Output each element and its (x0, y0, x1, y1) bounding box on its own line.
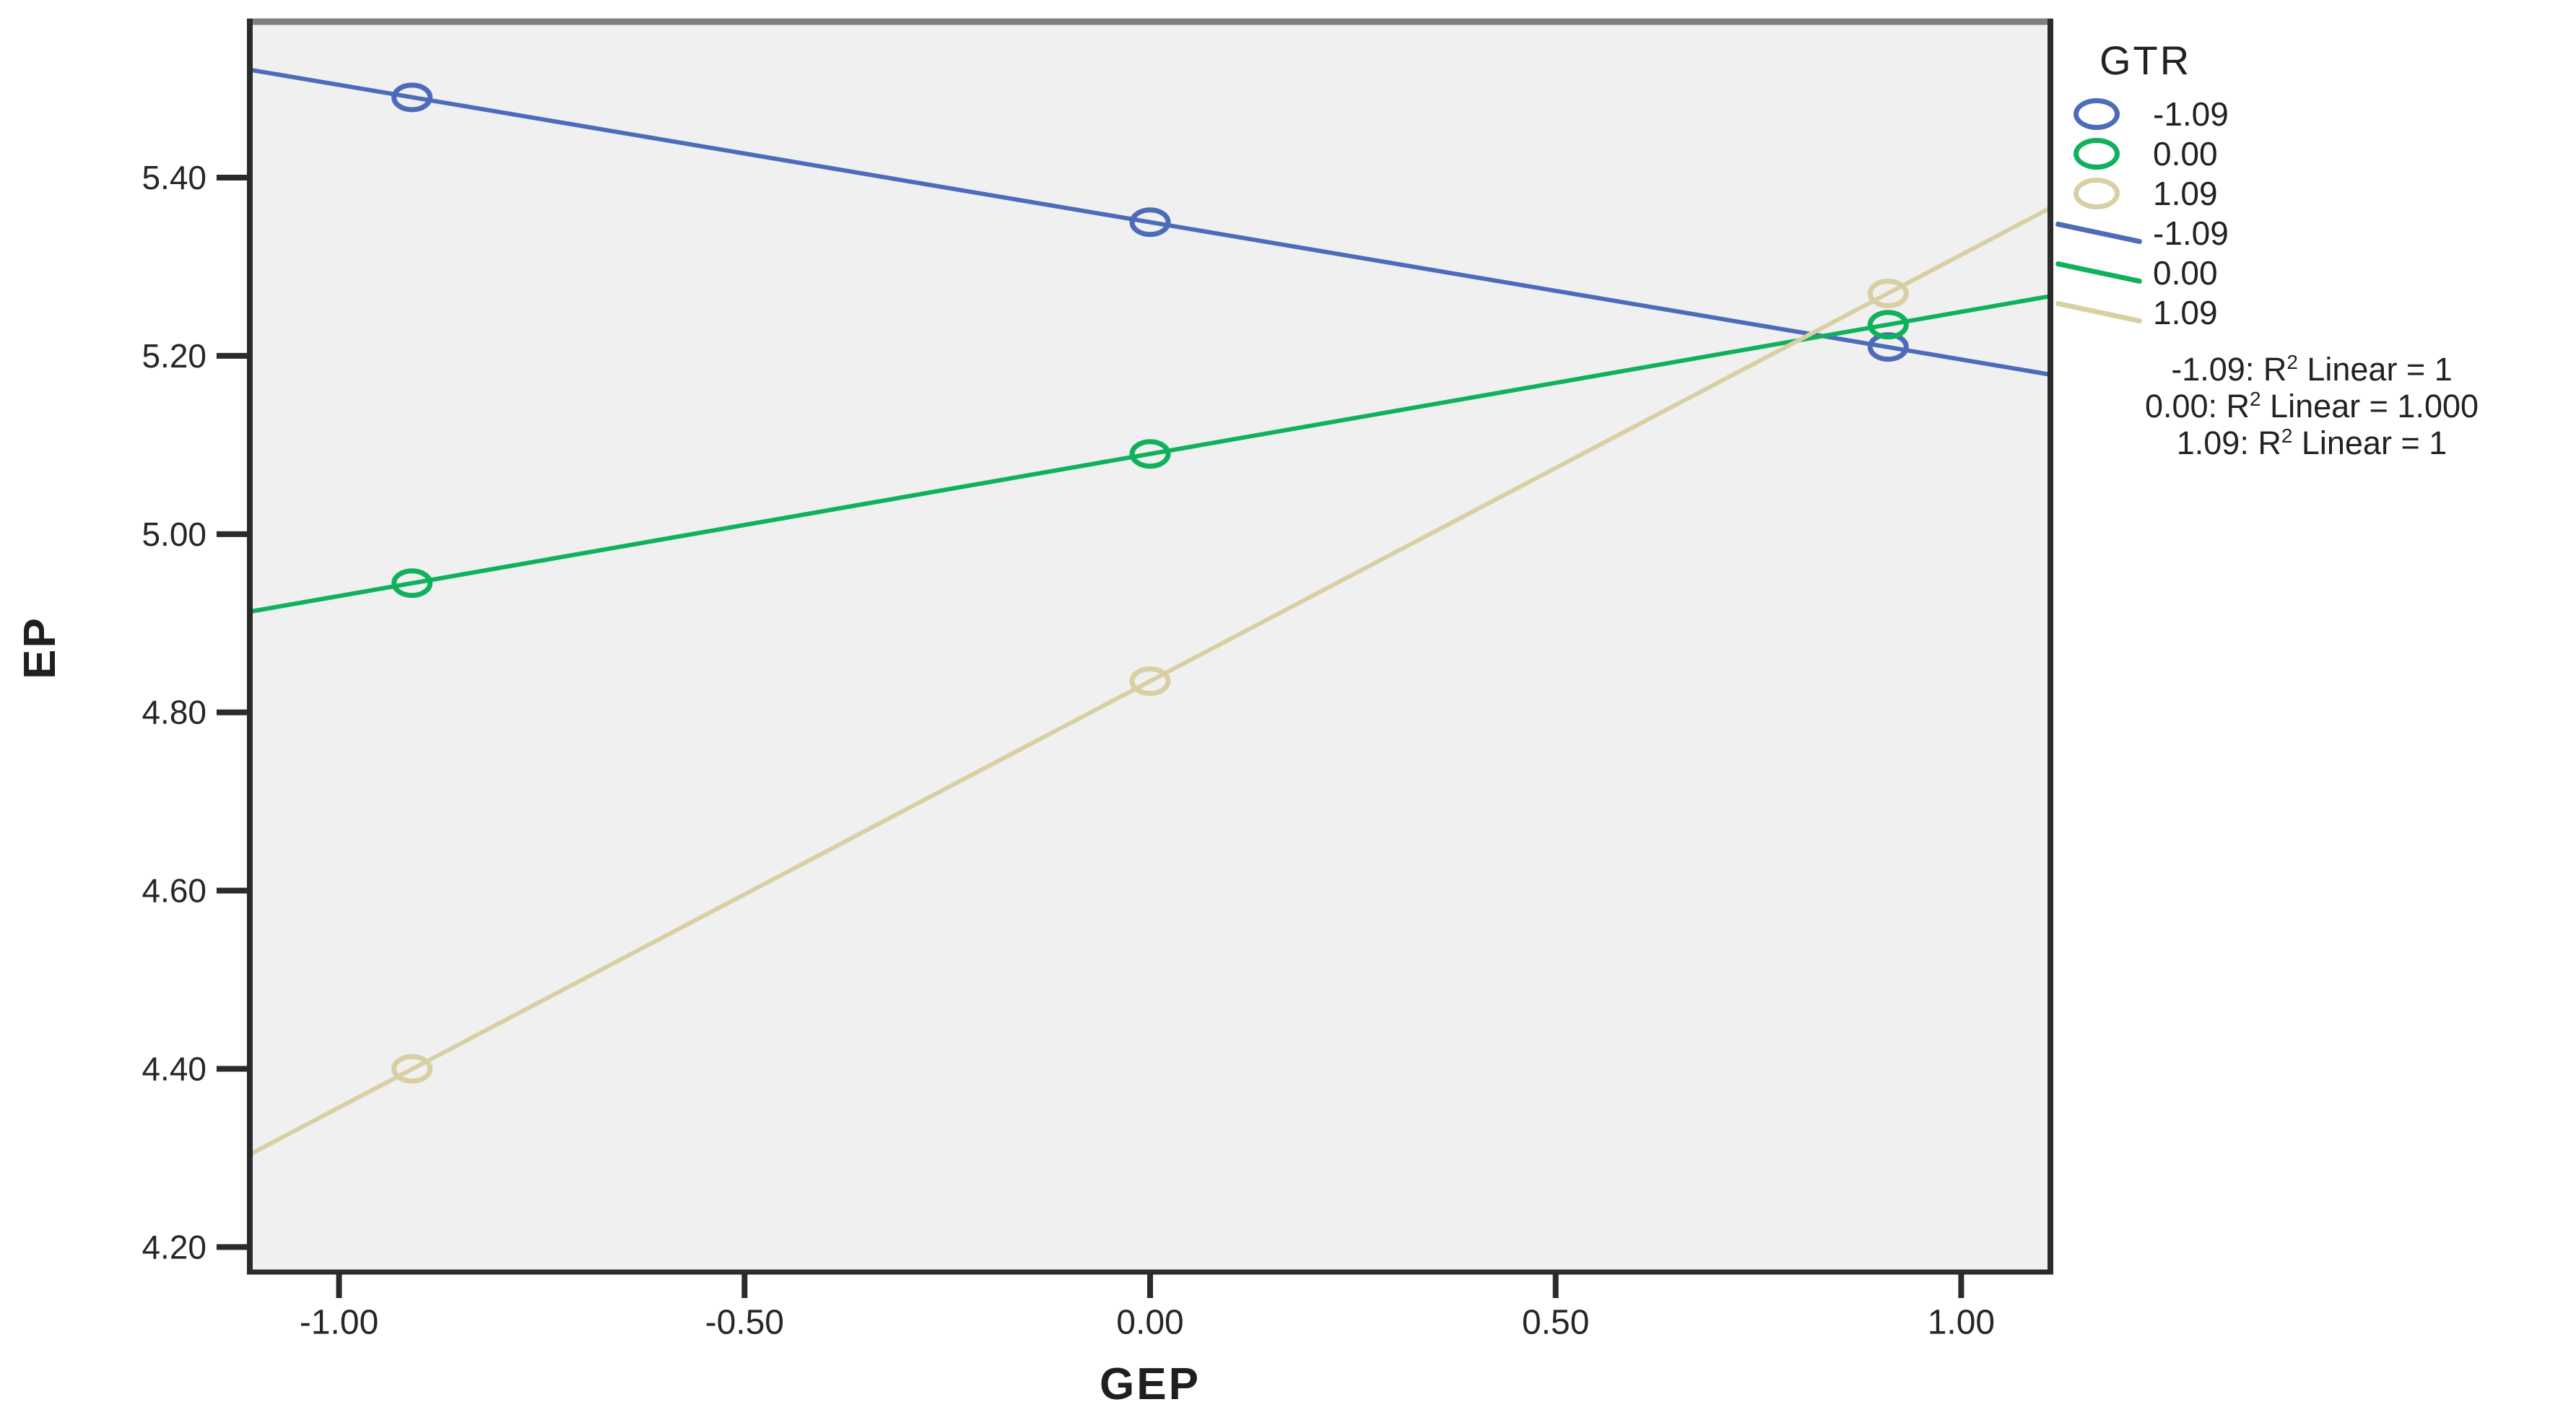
legend-title: GTR (2099, 38, 2192, 83)
data-point--1.09 (1129, 207, 1171, 238)
data-point-0.00 (391, 568, 433, 598)
legend-line-label: 0.00 (2153, 253, 2218, 292)
legend-marker-item: 1.09 (2055, 173, 2229, 213)
x-tick-label: -0.50 (705, 1304, 784, 1342)
circle-swatch-icon (2074, 177, 2120, 209)
y-tick-label: 5.40 (142, 159, 206, 196)
y-tick-label: 4.60 (142, 872, 206, 910)
line-swatch-icon (2055, 300, 2143, 324)
legend: GTR -1.09 0.00 1.09 -1.09 0.00 1.09 (2055, 27, 2229, 332)
data-point-1.09 (391, 1054, 433, 1084)
fit-line--1.09 (249, 67, 2051, 377)
legend-line-label: 1.09 (2153, 293, 2218, 331)
line-swatch-icon (2055, 261, 2143, 284)
x-tick-label: 0.00 (1116, 1304, 1183, 1342)
y-tick-label: 5.20 (142, 337, 206, 375)
r2-annotations: -1.09: R2 Linear = 1 0.00: R2 Linear = 1… (2049, 351, 2575, 461)
r2-annotation: 0.00: R2 Linear = 1.000 (2144, 388, 2479, 425)
line-swatch-icon (2055, 221, 2143, 245)
r2-annotation: -1.09: R2 Linear = 1 (2171, 351, 2453, 388)
legend-line-item: 0.00 (2055, 253, 2229, 292)
fit-line-0.00 (249, 294, 2051, 614)
y-axis-title: EP (14, 617, 65, 679)
legend-line-label: -1.09 (2153, 214, 2229, 252)
legend-marker-label: 1.09 (2153, 174, 2218, 212)
data-point-0.00 (1867, 310, 1909, 340)
circle-swatch-icon (2074, 137, 2120, 170)
data-point-0.00 (1129, 439, 1171, 469)
x-tick-label: -1.00 (300, 1304, 378, 1342)
legend-marker-label: -1.09 (2153, 95, 2229, 133)
legend-line-item: -1.09 (2055, 213, 2229, 253)
y-tick-label: 4.80 (142, 694, 206, 731)
x-tick-label: 1.00 (1928, 1304, 1995, 1342)
legend-marker-label: 0.00 (2153, 134, 2218, 173)
data-point-1.09 (1129, 666, 1171, 697)
y-tick-label: 4.40 (142, 1050, 206, 1088)
legend-marker-item: 0.00 (2055, 134, 2229, 173)
legend-line-item: 1.09 (2055, 292, 2229, 332)
x-tick-label: 0.50 (1522, 1304, 1589, 1342)
r2-annotation: 1.09: R2 Linear = 1 (2176, 425, 2447, 461)
plot-area (250, 22, 2050, 1272)
legend-marker-item: -1.09 (2055, 94, 2229, 134)
x-axis-title: GEP (1100, 1359, 1201, 1409)
fit-line-1.09 (248, 206, 2052, 1157)
y-tick-label: 5.00 (142, 515, 206, 553)
circle-swatch-icon (2074, 97, 2120, 130)
data-point-1.09 (1867, 279, 1909, 309)
y-tick-label: 4.20 (142, 1228, 206, 1266)
data-point--1.09 (391, 82, 433, 113)
